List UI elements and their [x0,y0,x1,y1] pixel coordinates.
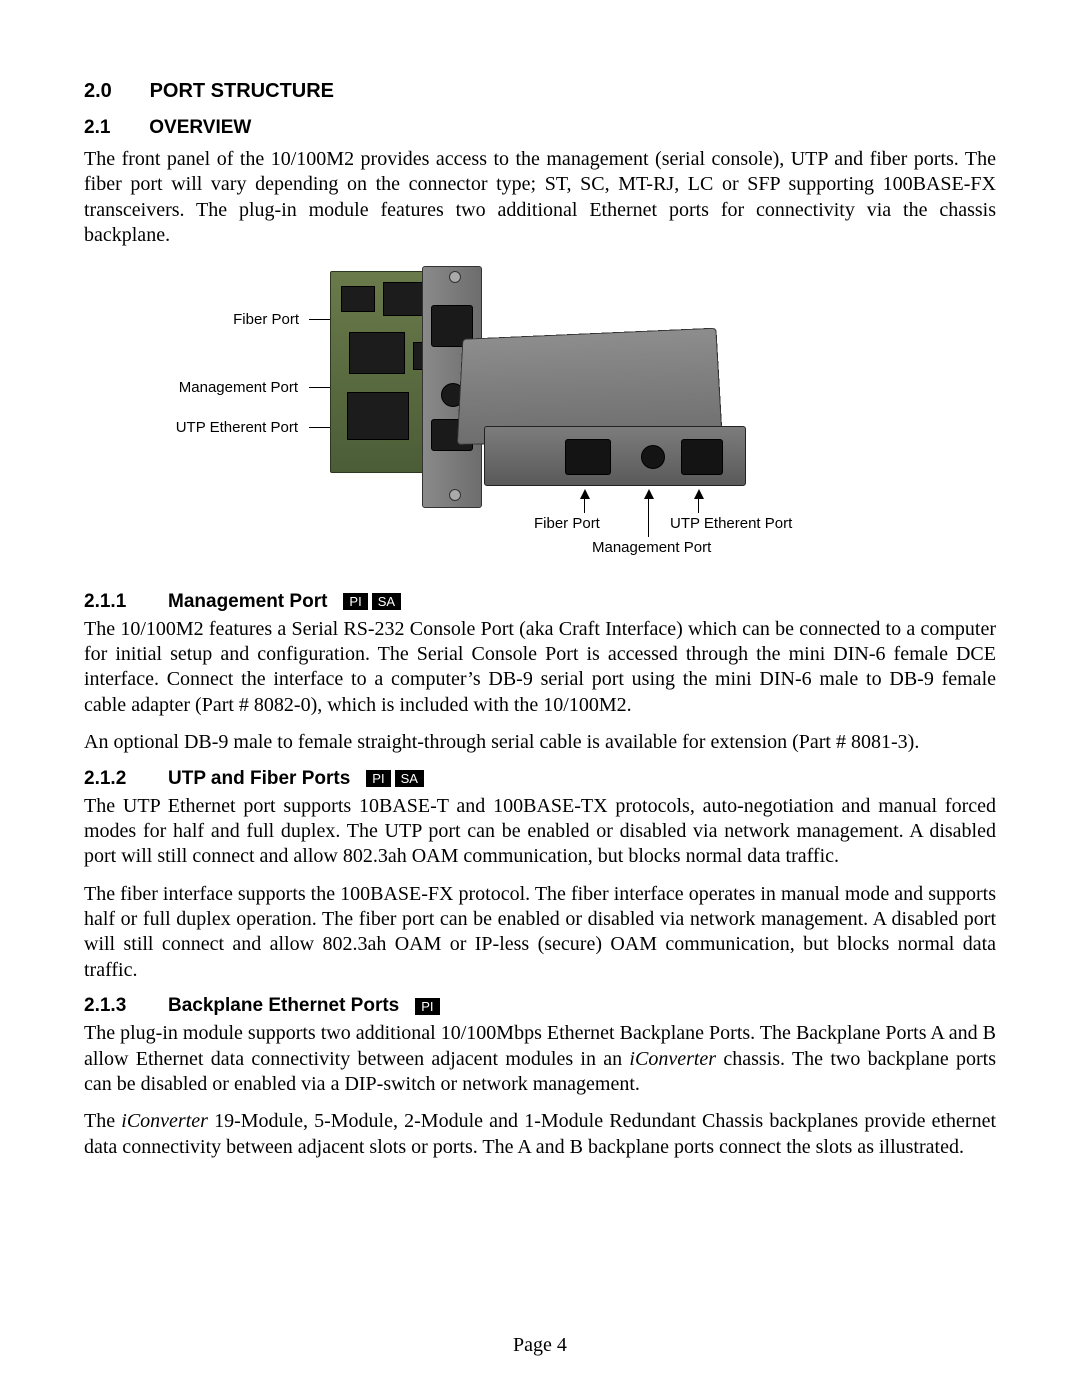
heading-2-1-3: 2.1.3 Backplane Ethernet Ports PI [84,995,996,1017]
section-number: 2.0 [84,80,144,103]
section-title: PORT STRUCTURE [150,80,334,102]
arrow-up-icon [580,489,590,499]
paragraph: The UTP Ethernet port supports 10BASE-T … [84,794,996,870]
heading-2-0: 2.0 PORT STRUCTURE [84,80,996,103]
section-number: 2.1.1 [84,591,158,613]
figure-label-fiber-bottom: Fiber Port [534,515,600,532]
callout-line [584,499,585,513]
callout-line [648,499,649,537]
enclosure-utp-port-icon [681,439,723,475]
figure-label-utp-bottom: UTP Etherent Port [670,515,792,532]
arrow-up-icon [694,489,704,499]
enclosure-front-panel [484,426,746,486]
paragraph: The fiber interface supports the 100BASE… [84,882,996,984]
figure-label-mgmt-left: Management Port [164,379,298,396]
badge-sa: SA [395,770,424,787]
figure-label-utp-left: UTP Etherent Port [164,419,298,436]
section-title: UTP and Fiber Ports [168,768,350,790]
section-title: Management Port [168,591,327,613]
section-title: Backplane Ethernet Ports [168,995,399,1017]
port-structure-figure: Fiber Port Management Port UTP Etherent … [84,261,996,561]
text-run: 19-Module, 5-Module, 2-Module and 1-Modu… [84,1110,996,1157]
figure-label-mgmt-bottom: Management Port [592,539,711,556]
badge-pi: PI [415,998,439,1015]
badge-sa: SA [372,593,401,610]
italic-text: iConverter [121,1110,208,1132]
heading-2-1-1: 2.1.1 Management Port PI SA [84,591,996,613]
arrow-up-icon [644,489,654,499]
section-number: 2.1.3 [84,995,158,1017]
badge-pi: PI [366,770,390,787]
page-number: Page 4 [0,1334,1080,1357]
section-title: OVERVIEW [149,117,251,138]
text-run: The [84,1110,121,1132]
section-number: 2.1 [84,117,144,139]
heading-2-1: 2.1 OVERVIEW [84,117,996,139]
enclosure-fiber-port-icon [565,439,611,475]
paragraph: The 10/100M2 features a Serial RS-232 Co… [84,617,996,719]
section-number: 2.1.2 [84,768,158,790]
paragraph: The plug-in module supports two addition… [84,1021,996,1097]
enclosure-mgmt-port-icon [641,445,665,469]
paragraph: An optional DB-9 male to female straight… [84,730,996,755]
callout-line [698,499,699,513]
paragraph: The iConverter 19-Module, 5-Module, 2-Mo… [84,1109,996,1160]
figure-label-fiber-left: Fiber Port [219,311,299,328]
badge-pi: PI [343,593,367,610]
standalone-module-illustration [454,331,734,491]
italic-text: iConverter [629,1048,716,1070]
heading-2-1-2: 2.1.2 UTP and Fiber Ports PI SA [84,768,996,790]
paragraph: The front panel of the 10/100M2 provides… [84,147,996,249]
document-page: 2.0 PORT STRUCTURE 2.1 OVERVIEW The fron… [0,0,1080,1397]
